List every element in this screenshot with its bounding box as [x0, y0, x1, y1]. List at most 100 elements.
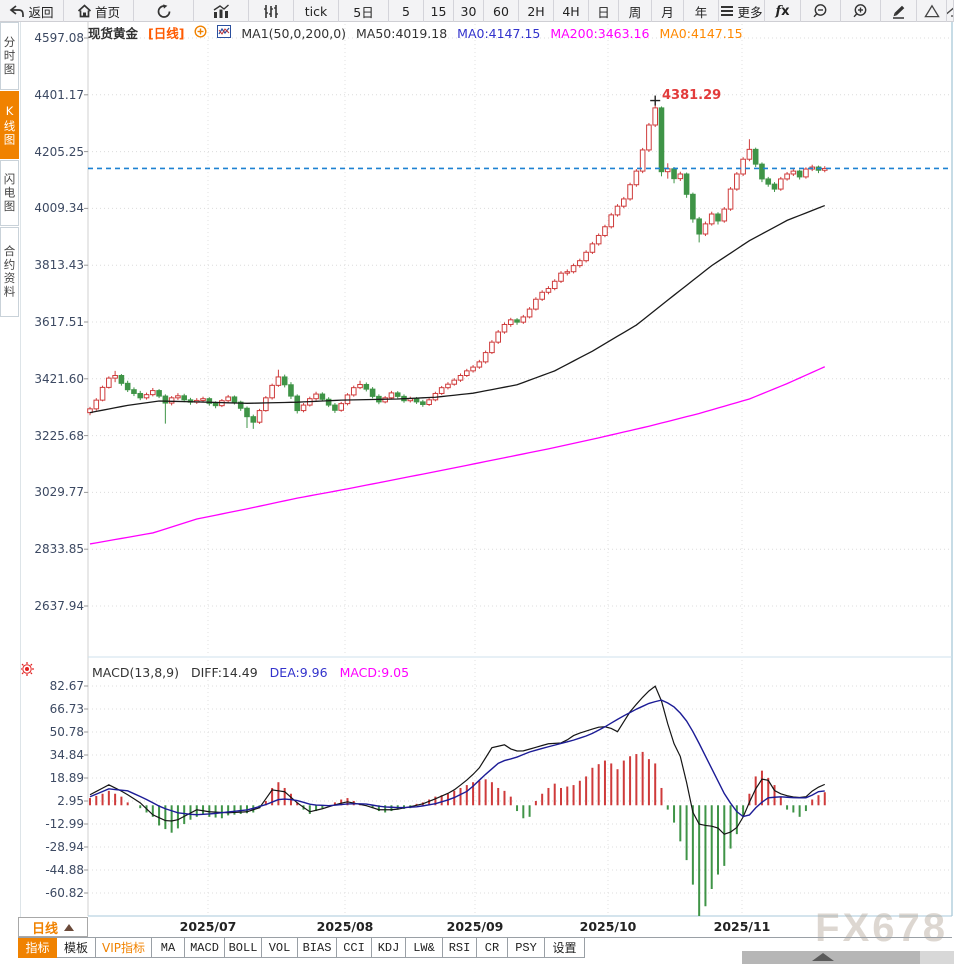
macd-y-tick-label: 82.67 [49, 679, 84, 693]
macd-y-tick-label: 18.89 [49, 771, 84, 785]
x-tick-label: 2025/11 [713, 919, 771, 934]
main-y-tick-label: 2637.94 [34, 599, 84, 613]
main-y-tick-label: 3813.43 [34, 258, 84, 273]
period-15[interactable]: 15 [424, 0, 454, 22]
period-dropdown[interactable]: 日线 [18, 917, 88, 937]
refresh-icon [156, 3, 172, 19]
ma-settings-label: MA1(50,0,200,0) [241, 26, 347, 41]
sidebar-item-time-chart[interactable]: 分时图 [0, 22, 19, 90]
macd-title: MACD(13,8,9) [92, 665, 179, 680]
period-year-label: 年 [694, 4, 708, 20]
main-y-tick-label: 3029.77 [34, 485, 84, 500]
zoom-in-button[interactable] [841, 0, 881, 22]
period-5-label: 5 [402, 3, 410, 19]
peak-price-annotation: 4381.29 [662, 88, 722, 103]
macd-y-tick-label: 50.78 [49, 725, 84, 739]
refresh-button[interactable] [134, 0, 194, 22]
volume-bars-icon [263, 4, 279, 19]
period-5d-label: 5日 [353, 4, 374, 20]
period-tick[interactable]: tick [294, 0, 339, 22]
main-y-tick-label: 3421.60 [34, 371, 84, 386]
period-month[interactable]: 月 [652, 0, 684, 22]
fx-button[interactable]: fx [765, 0, 801, 22]
ma0-orange-value: MA0:4147.15 [659, 26, 743, 41]
main-y-tick-label: 3617.51 [34, 315, 84, 329]
tab-cci[interactable]: CCI [337, 938, 372, 958]
tab-cr[interactable]: CR [477, 938, 508, 958]
tab-ma[interactable]: MA [152, 938, 185, 958]
x-tick-label: 2025/09 [446, 919, 504, 934]
mini-chart-icon[interactable] [217, 25, 232, 41]
main-y-tick-label: 4597.08 [34, 31, 84, 45]
tab-kdj[interactable]: KDJ [372, 938, 406, 958]
more-button[interactable]: 更多 [719, 0, 765, 22]
triangle-icon [923, 4, 940, 18]
ma200-value: MA200:3463.16 [550, 26, 650, 41]
kline-icon [212, 3, 230, 19]
period-2h[interactable]: 2H [519, 0, 554, 22]
ma50-value: MA50:4019.18 [356, 26, 448, 41]
period-60[interactable]: 60 [484, 0, 519, 22]
home-button[interactable]: 首页 [64, 0, 134, 22]
back-button-label: 返回 [28, 4, 54, 20]
zoom-out-icon [812, 3, 829, 19]
tab-psy[interactable]: PSY [508, 938, 545, 958]
period-30[interactable]: 30 [454, 0, 484, 22]
scroll-up-arrow-icon[interactable] [812, 953, 834, 961]
diff-value: DIFF:14.49 [190, 665, 258, 680]
macd-header: MACD(13,8,9) DIFF:14.49 DEA:9.96 MACD:9.… [92, 665, 417, 680]
add-icon[interactable] [194, 25, 207, 41]
tab-rsi[interactable]: RSI [443, 938, 477, 958]
period-day[interactable]: 日 [589, 0, 619, 22]
kline-chart-button[interactable] [194, 0, 249, 22]
tab-boll[interactable]: BOLL [225, 938, 262, 958]
macd-value: MACD:9.05 [339, 665, 410, 680]
pencil-icon [890, 4, 907, 19]
indicator-tabs: 指标 模板 VIP指标 MA MACD BOLL VOL BIAS CCI KDJ LW& RSI CR… [18, 937, 952, 958]
period-2h-label: 2H [527, 3, 545, 19]
main-y-tick-label: 3225.68 [34, 428, 84, 443]
alert-blink-icon[interactable] [19, 661, 35, 681]
period-5[interactable]: 5 [389, 0, 424, 22]
dea-value: DEA:9.96 [269, 665, 328, 680]
volume-chart-button[interactable] [249, 0, 294, 22]
shapes-button[interactable] [917, 0, 947, 22]
x-tick-label: 2025/10 [579, 919, 637, 934]
period-5d[interactable]: 5日 [339, 0, 389, 22]
period-week[interactable]: 周 [619, 0, 652, 22]
x-tick-label: 2025/08 [316, 919, 374, 934]
tab-vip-indicator[interactable]: VIP指标 [96, 938, 152, 958]
main-y-tick-label: 2833.85 [34, 542, 84, 557]
scrollbar-track[interactable] [920, 951, 954, 964]
period-4h[interactable]: 4H [554, 0, 589, 22]
edge-tool-button[interactable] [947, 0, 954, 22]
period-year[interactable]: 年 [684, 0, 719, 22]
period-badge: [日线] [148, 26, 185, 41]
tab-template[interactable]: 模板 [57, 938, 96, 958]
tab-bias[interactable]: BIAS [298, 938, 337, 958]
tab-lwr[interactable]: LW& [406, 938, 443, 958]
period-week-label: 周 [628, 4, 642, 20]
tab-indicator[interactable]: 指标 [18, 938, 57, 958]
menu-icon [720, 5, 734, 17]
period-60-label: 60 [493, 3, 509, 19]
macd-y-tick-label: -28.94 [45, 840, 84, 854]
macd-y-tick-label: 2.95 [57, 794, 84, 808]
top-toolbar: 返回 首页 tick 5日 5 15 30 60 2H 4H 日 周 月 年 更多 fx [0, 0, 954, 22]
sidebar-item-kline-chart[interactable]: K线图 [0, 91, 19, 159]
sidebar-item-contract-info[interactable]: 合约资料 [0, 227, 19, 317]
zoom-in-icon [852, 3, 869, 19]
tab-vol[interactable]: VOL [262, 938, 298, 958]
dropdown-arrow-icon [64, 923, 74, 931]
macd-y-tick-label: -60.82 [45, 886, 84, 900]
fx-icon: fx [775, 3, 790, 19]
draw-button[interactable] [881, 0, 917, 22]
tab-settings[interactable]: 设置 [545, 938, 585, 958]
tab-macd[interactable]: MACD [185, 938, 225, 958]
sidebar-item-flash-chart[interactable]: 闪电图 [0, 160, 19, 226]
back-button[interactable]: 返回 [0, 0, 64, 22]
zoom-out-button[interactable] [801, 0, 841, 22]
